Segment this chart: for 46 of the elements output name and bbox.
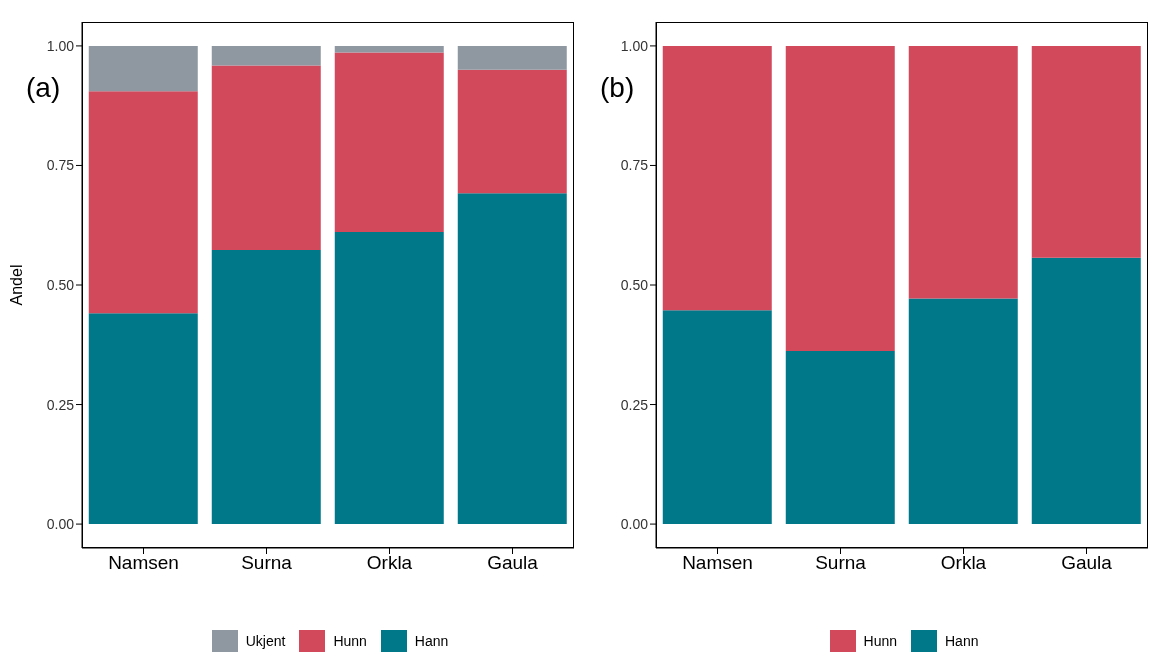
y-axis-title: Andel	[7, 264, 25, 306]
bar	[785, 45, 895, 351]
x-tick-label: Surna	[815, 552, 867, 574]
bar	[1031, 45, 1141, 258]
x-tick-label: Namsen	[682, 552, 753, 574]
legend-label: Ukjent	[245, 633, 286, 649]
x-tick-label: Namsen	[108, 552, 179, 574]
y-tick-label: 0.75	[46, 157, 75, 174]
bar	[88, 313, 198, 525]
bar	[908, 45, 1018, 299]
bar	[457, 69, 567, 194]
bar	[662, 45, 772, 311]
y-tick-label: 0.00	[620, 516, 649, 533]
text: (b)	[600, 72, 635, 104]
bar	[457, 45, 567, 70]
text: (a)	[26, 72, 61, 104]
bar	[334, 231, 444, 525]
y-tick-label: 0.50	[46, 276, 75, 293]
x-tick-label: Surna	[241, 552, 293, 574]
bar	[334, 45, 444, 53]
x-tick-label: Orkla	[940, 552, 987, 574]
y-tick-label: 1.00	[620, 37, 649, 54]
bar	[785, 350, 895, 525]
bar	[908, 298, 1018, 525]
y-tick-label: 0.50	[620, 276, 649, 293]
bar	[1031, 257, 1141, 525]
bar	[88, 45, 198, 92]
legend-label: Hann	[945, 633, 979, 649]
bar	[334, 52, 444, 232]
x-tick-label: Gaula	[487, 552, 539, 574]
bar	[211, 65, 321, 251]
legend-label: Hunn	[863, 633, 897, 649]
bar	[88, 91, 198, 314]
y-tick-label: 0.25	[620, 396, 649, 413]
bar	[211, 45, 321, 66]
bar	[662, 310, 772, 525]
y-tick-label: 0.75	[620, 157, 649, 174]
x-tick-label: Orkla	[366, 552, 413, 574]
y-tick-label: 0.00	[46, 516, 75, 533]
legend-label: Hunn	[333, 633, 367, 649]
legend-label: Hann	[414, 633, 449, 649]
bar	[211, 250, 321, 525]
y-tick-label: 0.25	[46, 396, 75, 413]
bar	[457, 193, 567, 525]
x-tick-label: Gaula	[1061, 552, 1113, 574]
y-tick-label: 1.00	[46, 37, 75, 54]
